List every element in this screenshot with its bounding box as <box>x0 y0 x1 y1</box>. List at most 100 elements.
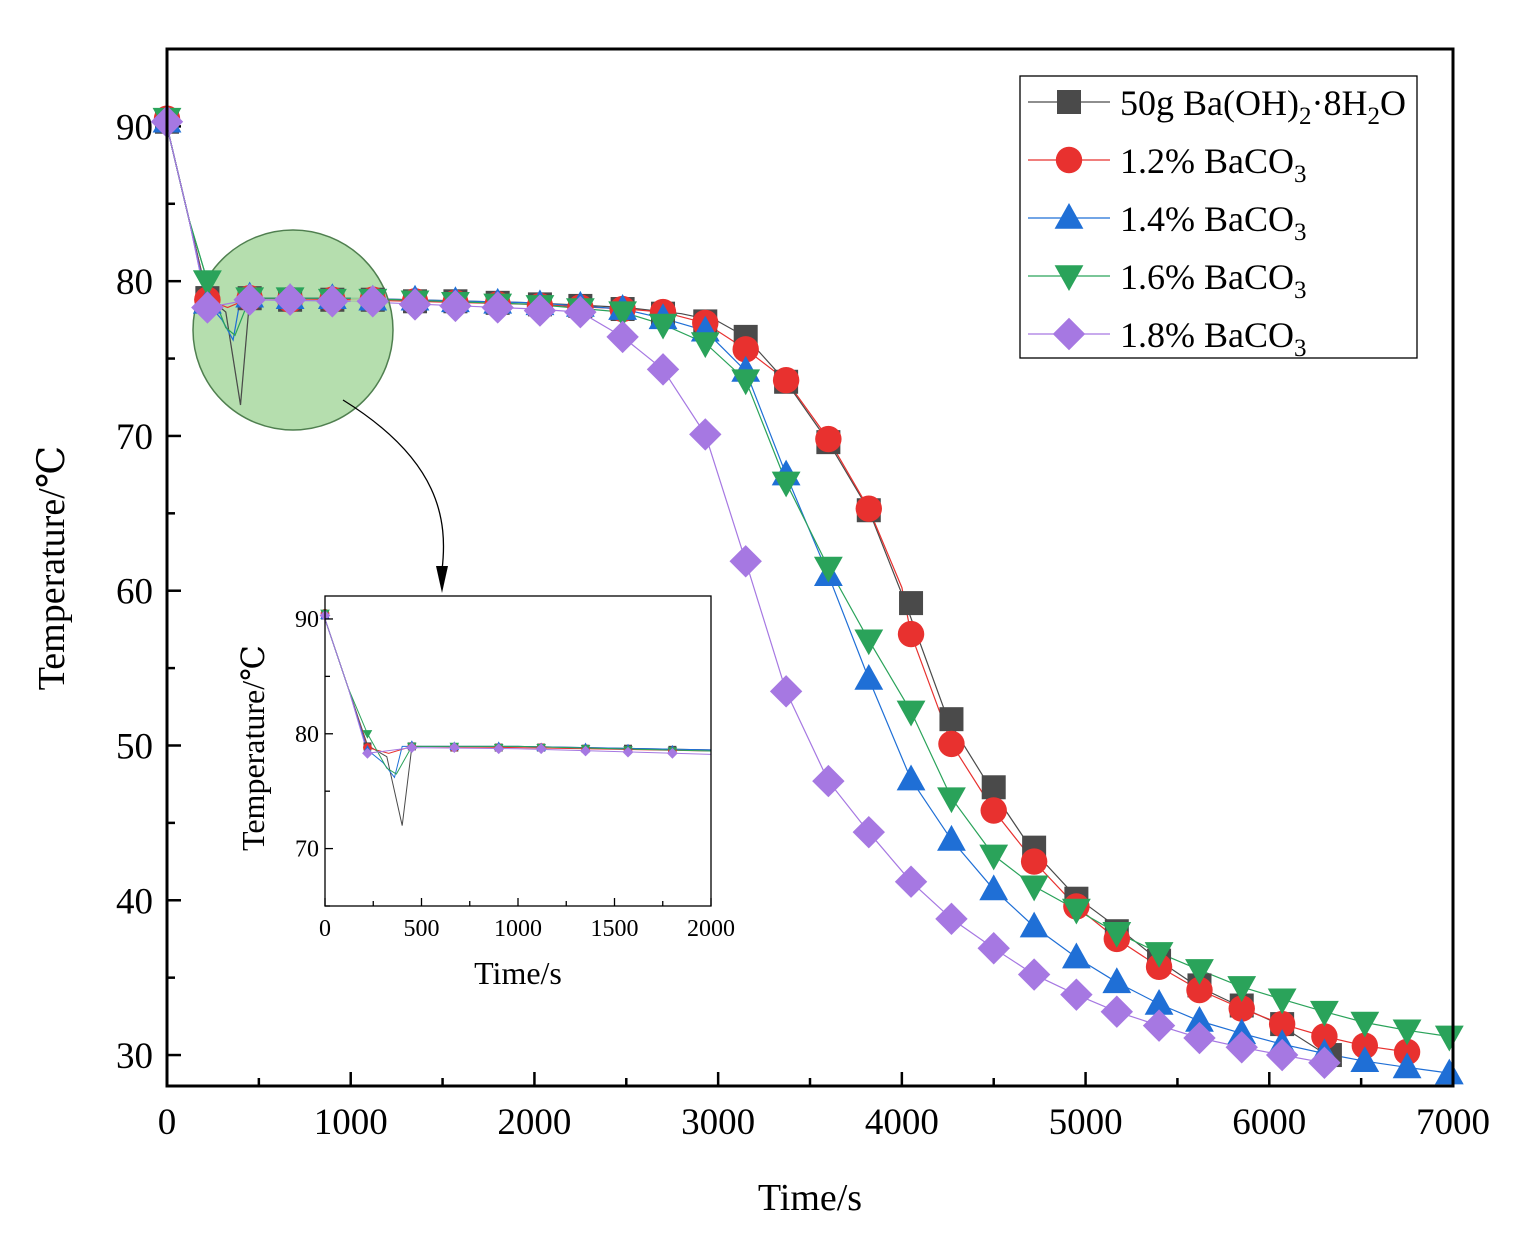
series-3-marker <box>1144 988 1174 1015</box>
legend-marker-2 <box>1055 146 1083 174</box>
series-3-marker <box>1392 1052 1422 1079</box>
series-5-marker <box>439 289 472 323</box>
series-4-marker <box>608 301 638 328</box>
series-4-marker <box>854 629 884 656</box>
series-4-marker <box>771 471 801 498</box>
series-2-marker <box>1020 848 1048 875</box>
series-4-marker <box>648 313 678 340</box>
series-5-marker <box>812 764 845 798</box>
series-5-marker <box>1308 1046 1341 1079</box>
series-5-marker <box>1265 1038 1299 1072</box>
series-2-marker <box>1268 1010 1296 1038</box>
series-2-marker <box>1228 995 1255 1022</box>
inset-x-axis-label: Time/s <box>474 955 562 991</box>
series-5-marker <box>1060 978 1093 1011</box>
series-2-marker <box>980 797 1007 824</box>
series-2-marker <box>1311 1023 1338 1050</box>
series-5-marker <box>646 353 680 386</box>
series-5-marker <box>1225 1031 1258 1064</box>
series-4-marker <box>1227 976 1257 1002</box>
series-1-marker <box>899 591 924 616</box>
series-5-marker <box>729 545 762 578</box>
circle-series-4-marker <box>193 270 222 297</box>
legend-box <box>1019 75 1418 359</box>
series-3-marker <box>1102 967 1132 994</box>
inset-y-tick-label: 70 <box>295 837 319 863</box>
series-1-marker <box>981 775 1006 800</box>
series-5-marker <box>769 675 803 708</box>
series-4-marker <box>1392 1019 1422 1046</box>
inset-x-tick-label: 2000 <box>687 916 735 942</box>
series-4-marker <box>979 844 1009 871</box>
legend-label-1: 50g Ba(OH)2·8H2O <box>1120 83 1406 130</box>
y-tick-label: 80 <box>116 262 153 303</box>
series-5-marker <box>1017 958 1051 991</box>
legend-label-3: 1.4% BaCO3 <box>1120 199 1307 246</box>
series-3-marker <box>896 764 926 791</box>
series-4-marker <box>1310 1000 1339 1027</box>
series-2-marker <box>897 620 925 648</box>
series-3-marker <box>937 824 966 851</box>
series-3-marker <box>1019 911 1049 938</box>
y-axis-label: Temperature/℃ <box>31 446 73 691</box>
series-4-marker <box>937 787 966 814</box>
y-tick-label: 40 <box>116 881 153 922</box>
y-tick-label: 30 <box>116 1036 153 1077</box>
x-tick-label: 2000 <box>497 1102 571 1143</box>
series-1-marker <box>939 707 964 732</box>
inset-y-tick-label: 80 <box>295 722 319 748</box>
legend-marker-3 <box>1054 203 1084 229</box>
series-5-marker <box>564 295 597 329</box>
series-5-marker <box>398 288 432 321</box>
series-4-marker <box>1434 1025 1464 1052</box>
inset-series-5-marker <box>448 742 460 753</box>
y-tick-label: 70 <box>116 417 153 458</box>
series-2-marker <box>1351 1032 1379 1059</box>
series-5-marker <box>523 294 557 327</box>
circle-series-5-marker <box>316 285 349 318</box>
y-tick-label: 90 <box>116 107 153 148</box>
legend-label-2: 1.2% BaCO3 <box>1120 141 1307 188</box>
inset-series-5-marker <box>622 746 634 758</box>
series-4-marker <box>1350 1011 1380 1038</box>
x-tick-label: 1000 <box>314 1102 388 1143</box>
inset-y-tick-label: 90 <box>295 607 319 633</box>
x-tick-label: 4000 <box>865 1102 939 1143</box>
series-3-marker <box>1185 1005 1214 1032</box>
inset-x-tick-label: 0 <box>319 916 331 942</box>
series-4-marker <box>1144 942 1174 968</box>
legend-marker-4 <box>1054 265 1084 291</box>
series-5-marker <box>1183 1021 1216 1055</box>
inset-series-4-marker <box>362 730 373 739</box>
x-tick-label: 6000 <box>1232 1102 1306 1143</box>
zoom-arrow-line <box>342 399 445 571</box>
legend-marker-5 <box>1052 317 1086 351</box>
main-plot-frame <box>165 47 1455 1088</box>
series-2-marker <box>855 495 882 522</box>
inset-series-5-marker <box>406 742 418 753</box>
circle-series-5-marker <box>191 291 224 324</box>
series-5-marker <box>977 932 1010 965</box>
series-5-marker <box>852 815 885 849</box>
series-4-marker <box>813 556 843 583</box>
series-4-marker <box>690 332 720 359</box>
series-4-marker <box>1061 898 1091 925</box>
series-2-marker <box>1186 976 1213 1004</box>
x-tick-label: 7000 <box>1416 1102 1490 1143</box>
series-5-marker <box>1142 1009 1176 1042</box>
series-2-marker <box>772 367 800 394</box>
series-2-marker <box>815 425 842 453</box>
series-4-marker <box>1019 875 1049 902</box>
circle-series-5-marker <box>273 283 307 316</box>
y-tick-label: 60 <box>116 572 153 613</box>
inset-series-5-marker <box>362 747 373 759</box>
series-3-marker <box>1350 1046 1380 1073</box>
series-2-marker <box>938 730 965 758</box>
series-4-marker <box>896 700 926 727</box>
circle-series-5-marker <box>233 283 266 316</box>
inset-x-tick-label: 1500 <box>591 916 639 942</box>
series-5-marker <box>894 865 928 898</box>
zoom-highlight-circle <box>192 229 394 431</box>
circle-series-5-marker <box>356 285 389 318</box>
